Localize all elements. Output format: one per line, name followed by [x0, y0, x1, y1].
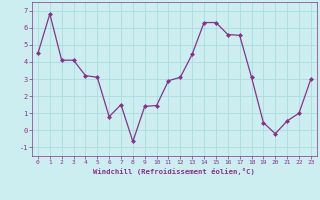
X-axis label: Windchill (Refroidissement éolien,°C): Windchill (Refroidissement éolien,°C): [93, 168, 255, 175]
